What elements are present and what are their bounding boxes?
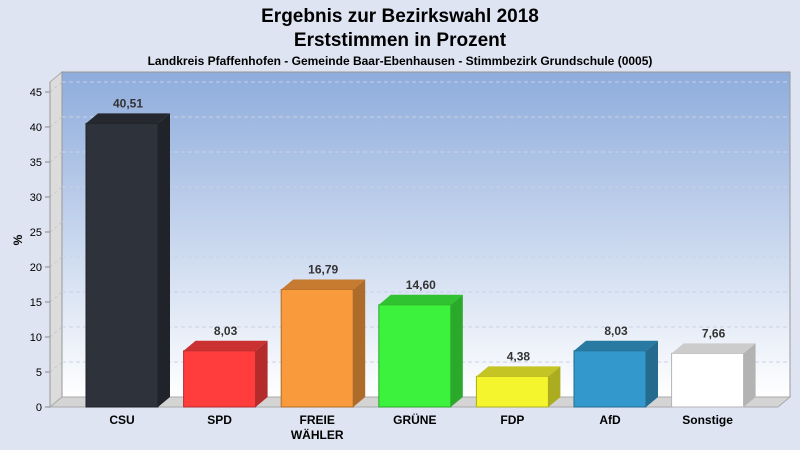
y-tick-label: 20	[30, 262, 42, 274]
x-tick-label: FDP	[500, 413, 524, 427]
bar-side	[353, 279, 366, 407]
gridline-side	[49, 116, 63, 128]
x-tick-label: Sonstige	[682, 413, 733, 427]
bar-freie-wähler: 16,79	[280, 262, 366, 408]
y-tick-label: 0	[36, 402, 42, 414]
data-label: 40,51	[113, 96, 143, 110]
gridline-side	[49, 221, 63, 233]
gridline-side	[49, 151, 63, 163]
y-tick-label: 45	[30, 87, 42, 99]
bar-side	[450, 294, 463, 407]
bar-front	[183, 350, 257, 408]
gridline-side	[49, 291, 63, 303]
data-label: 8,03	[214, 324, 238, 338]
bar-front	[280, 288, 354, 408]
bar-spd: 8,03	[183, 324, 268, 408]
data-label: 4,38	[507, 349, 531, 363]
bar-top	[86, 113, 170, 124]
bar-sonstige: 7,66	[671, 326, 756, 408]
x-tick-label: GRÜNE	[393, 412, 436, 427]
x-tick-label: AfD	[599, 413, 621, 427]
bar-top	[476, 366, 561, 377]
y-tick-label: 15	[30, 297, 42, 309]
y-tick-label: 5	[36, 367, 42, 379]
gridline-side	[49, 361, 63, 373]
bar-top	[671, 343, 756, 354]
y-tick-label: 40	[30, 122, 42, 134]
bar-side	[255, 340, 268, 407]
bar-side	[548, 366, 561, 407]
data-label: 8,03	[604, 324, 628, 338]
bar-side	[158, 113, 170, 408]
data-label: 14,60	[406, 278, 436, 292]
chart-caption: Landkreis Pfaffenhofen - Gemeinde Baar-E…	[148, 54, 653, 68]
gridline-side	[49, 81, 63, 93]
bar-front	[671, 352, 745, 408]
y-tick-label: 10	[30, 332, 42, 344]
x-tick-label: SPD	[207, 413, 232, 427]
y-tick-label: 35	[30, 157, 42, 169]
x-tick-label: FREIE WÄHLER	[291, 413, 344, 442]
chart-subtitle: Erststimmen in Prozent	[294, 30, 507, 51]
bar-fdp: 4,38	[475, 349, 561, 408]
gridline-side	[49, 326, 63, 338]
y-tick-label: 25	[30, 227, 42, 239]
data-label: 16,79	[308, 262, 338, 276]
bar-afd: 8,03	[573, 324, 658, 408]
bar-front	[475, 375, 549, 408]
gridline-side	[49, 186, 63, 198]
chart-title: Ergebnis zur Bezirkswahl 2018	[261, 6, 539, 27]
bar-csu: 40,51	[85, 96, 170, 408]
data-label: 7,66	[702, 326, 726, 340]
y-axis-label: %	[11, 234, 25, 245]
bar-side	[646, 340, 658, 407]
bar-top	[183, 340, 268, 351]
bar-top	[281, 279, 366, 290]
y-tick-label: 30	[30, 192, 42, 204]
x-tick-label: CSU	[109, 413, 134, 427]
gridline-side	[49, 256, 63, 268]
bar-side	[743, 343, 756, 407]
bar-front	[573, 350, 647, 408]
bar-top	[574, 340, 658, 351]
bar-grüne: 14,60	[378, 278, 463, 408]
bar-top	[378, 294, 463, 305]
bar-front	[378, 304, 452, 408]
bar-front	[85, 122, 159, 408]
